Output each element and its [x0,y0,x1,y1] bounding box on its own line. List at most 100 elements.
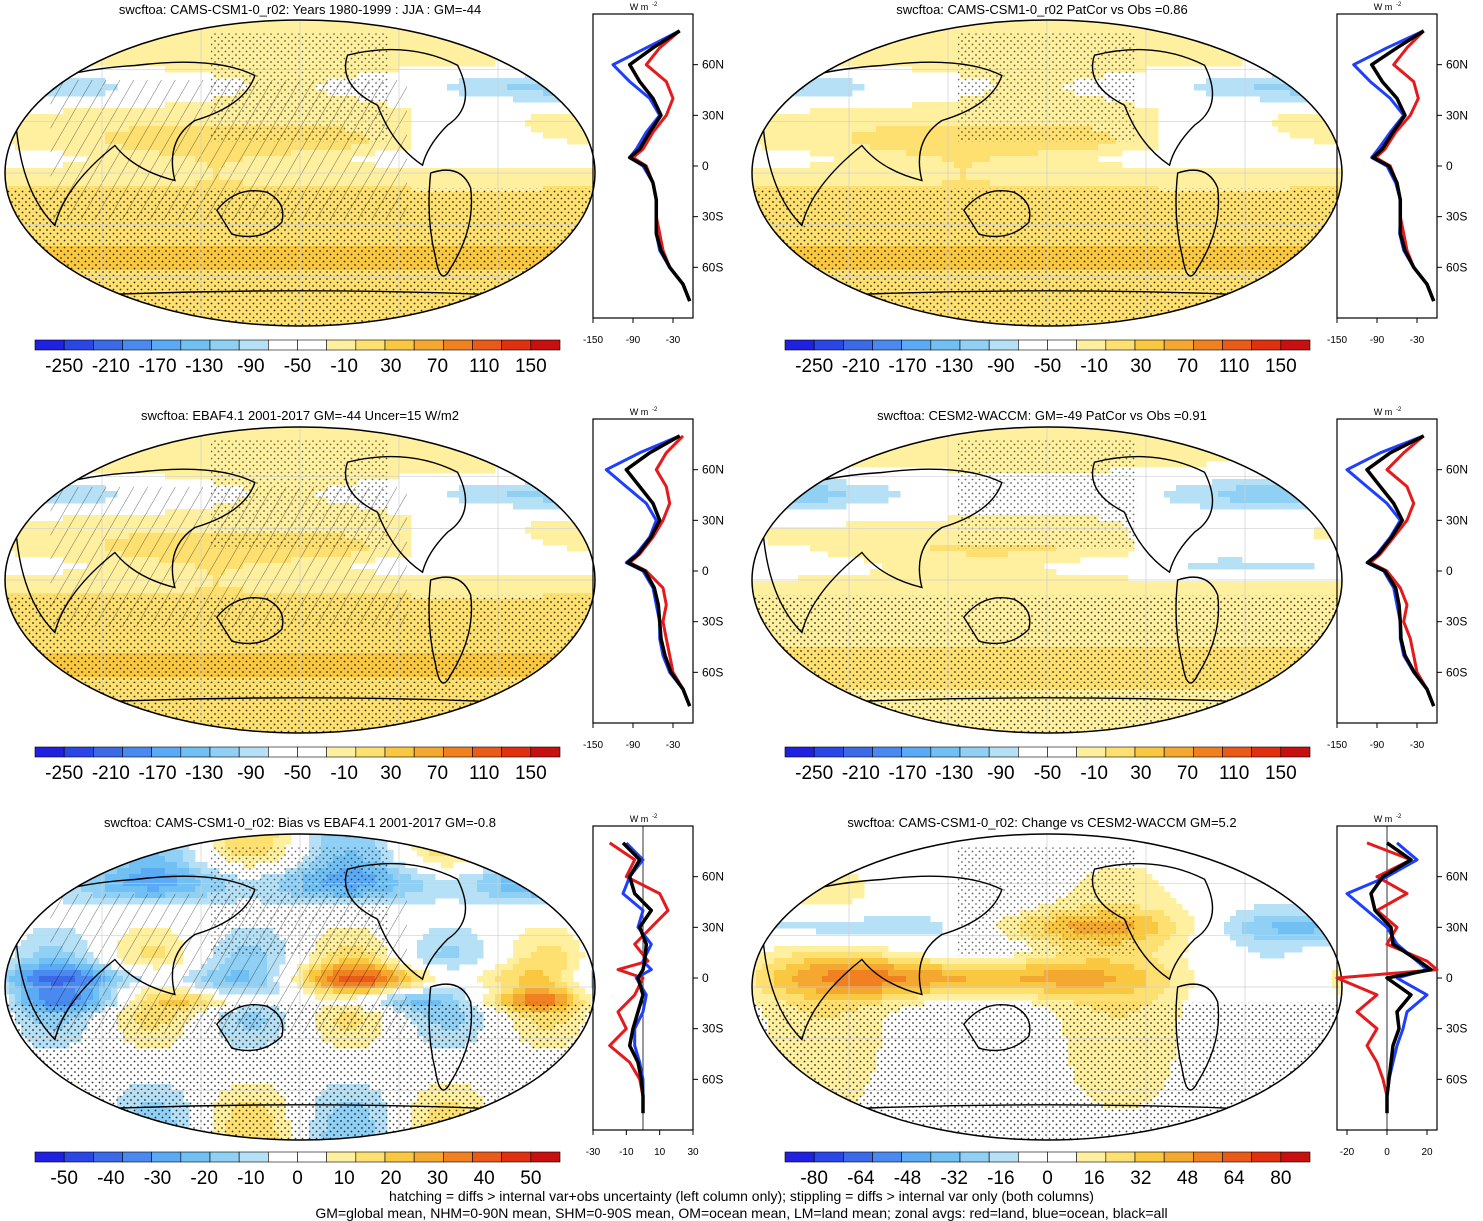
panel-6: swcftoa: CAMS-CSM1-0_r02: Change vs CESM… [742,812,1483,1192]
colorbar-swatch [1251,746,1282,758]
colorbar-tick-label: -170 [138,763,176,784]
colorbar-tick-label: 150 [1265,763,1297,784]
colorbar-tick-label: -40 [97,1168,124,1189]
colorbar-tick-label: 30 [380,356,401,377]
zonal-series-line [611,29,692,302]
lat-tick-label: 60N [1446,870,1468,884]
colorbar-swatch [930,339,961,351]
colorbar-swatch [1105,1151,1136,1163]
colorbar-swatch [297,1151,327,1163]
lat-tick-label: 60S [702,665,723,679]
colorbar-swatch [988,1151,1019,1163]
colorbar-tick-label: 32 [1130,1168,1151,1189]
colorbar-swatch [34,1151,65,1163]
panel-title: swcftoa: CAMS-CSM1-0_r02 PatCor vs Obs =… [742,2,1342,17]
panel-title: swcftoa: CESM2-WACCM: GM=-49 PatCor vs O… [742,408,1342,423]
zonal-units-label: W m [1374,2,1393,12]
colorbar-tick-label: -210 [842,356,880,377]
zonal-average-plot: W m -2 60N 30N 0 30S 60S -20 0 20 [1335,814,1468,1158]
colorbar-tick-label: -170 [888,763,926,784]
footnote-line-1: hatching = diffs > internal var+obs unce… [0,1188,1483,1204]
colorbar-swatch [501,339,532,351]
colorbar-swatch [355,1151,386,1163]
colorbar-swatch [1280,1151,1311,1163]
lat-tick-label: 30N [702,108,724,122]
colorbar-swatch [209,339,240,351]
colorbar-tick-label: -50 [1034,763,1061,784]
x-tick-label: 20 [1421,1147,1433,1158]
colorbar-tick-label: 30 [427,1168,448,1189]
colorbar: -50 -40 -30 -20 -10 0 10 20 30 40 50 [34,1151,561,1189]
colorbar-swatch [63,1151,94,1163]
colorbar-swatch [901,339,932,351]
zonal-average-plot: W m -2 60N 30N 0 30S 60S -150 -90 -30 [1327,2,1468,346]
panel-5: swcftoa: CAMS-CSM1-0_r02: Bias vs EBAF4.… [0,812,740,1192]
colorbar-swatch [1193,1151,1223,1163]
colorbar-tick-label: 80 [1270,1168,1291,1189]
colorbar-tick-label: 10 [334,1168,355,1189]
colorbar-swatch [1222,1151,1252,1163]
colorbar-swatch [784,339,815,351]
lat-tick-label: 0 [1446,564,1453,578]
x-tick-label: -30 [1410,335,1425,346]
colorbar-swatch [384,339,415,351]
colorbar-tick-label: 110 [469,763,499,784]
colorbar-swatch [326,746,357,758]
colorbar-swatch [1105,746,1136,758]
colorbar-swatch [297,339,327,351]
colorbar-swatch [384,746,415,758]
colorbar-swatch [1018,746,1048,758]
colorbar-tick-label: -90 [987,763,1014,784]
colorbar-swatch [1047,1151,1077,1163]
lat-tick-label: 60N [1446,463,1468,477]
colorbar-swatch [1280,339,1311,351]
x-tick-label: -10 [619,1147,634,1158]
colorbar-swatch [326,339,357,351]
colorbar-tick-label: 70 [1177,356,1198,377]
colorbar-swatch [151,746,182,758]
colorbar-tick-label: 20 [380,1168,401,1189]
colorbar-tick-label: -250 [45,356,83,377]
lat-tick-label: 60N [702,463,724,477]
colorbar-swatch [872,339,902,351]
colorbar-swatch [297,746,327,758]
colorbar-swatch [63,339,94,351]
x-tick-label: -20 [1340,1147,1355,1158]
colorbar-swatch [443,339,473,351]
lat-tick-label: 60S [702,1072,723,1086]
panel-title: swcftoa: EBAF4.1 2001-2017 GM=-44 Uncer=… [0,408,600,423]
lat-tick-label: 30N [702,920,724,934]
zonal-units-label: W m [1374,814,1393,824]
colorbar-swatch [93,1151,123,1163]
colorbar-swatch [1193,339,1223,351]
colorbar-swatch [872,1151,902,1163]
colorbar-swatch [872,746,902,758]
colorbar-tick-label: -130 [935,356,973,377]
colorbar-swatch [443,746,473,758]
colorbar-swatch [501,746,532,758]
colorbar-tick-label: -130 [935,763,973,784]
colorbar-tick-label: 110 [1219,356,1249,377]
colorbar-tick-label: -30 [144,1168,171,1189]
colorbar-tick-label: -130 [185,763,223,784]
colorbar-tick-label: 48 [1177,1168,1198,1189]
lat-tick-label: 30S [702,615,723,629]
colorbar-swatch [238,746,269,758]
colorbar-tick-label: 16 [1084,1168,1105,1189]
zonal-series-line [1345,434,1436,707]
colorbar-swatch [959,339,990,351]
colorbar-tick-label: -50 [50,1168,77,1189]
colorbar-tick-label: 0 [292,1168,303,1189]
lat-tick-label: 30N [1446,920,1468,934]
colorbar-swatch [530,746,561,758]
panel-2: swcftoa: CAMS-CSM1-0_r02 PatCor vs Obs =… [742,0,1483,390]
zonal-units-label: W m [630,814,649,824]
colorbar-tick-label: 110 [469,356,499,377]
colorbar-tick-label: 30 [1130,356,1151,377]
colorbar-swatch [930,746,961,758]
colorbar-tick-label: 30 [1130,763,1151,784]
zonal-units-label: W m [630,2,649,12]
x-tick-label: -150 [583,335,603,346]
colorbar-swatch [472,746,502,758]
map [751,426,1343,734]
